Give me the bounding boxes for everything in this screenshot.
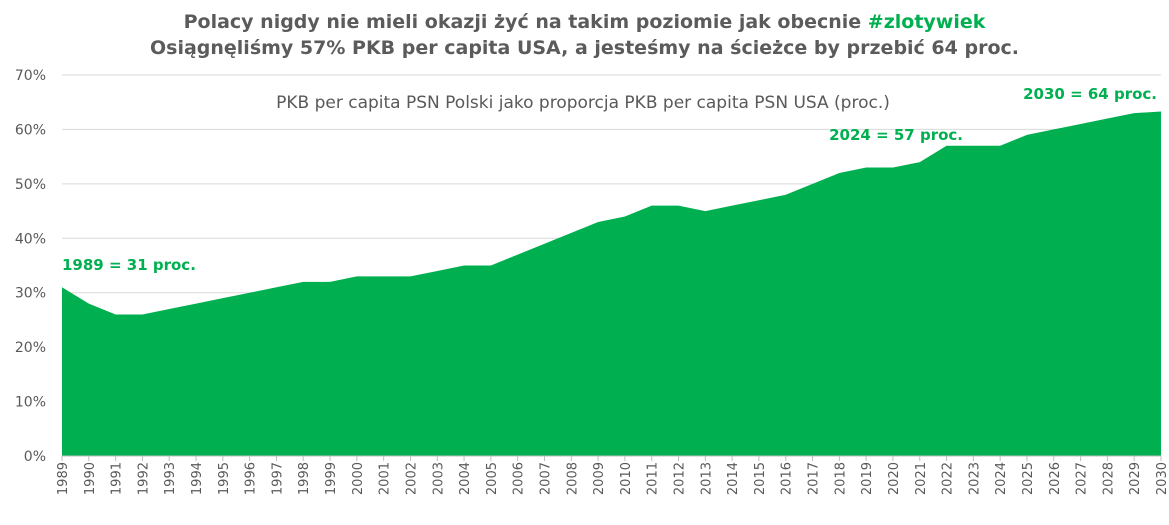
x-tick-label: 1995: [217, 462, 232, 495]
x-tick-label: 1991: [110, 462, 125, 495]
data-annotation: 1989 = 31 proc.: [62, 256, 196, 274]
x-tick-label: 2025: [1021, 462, 1036, 495]
x-tick-label: 2014: [726, 462, 741, 495]
x-tick-label: 2016: [780, 462, 795, 495]
chart-title: PKB per capita PSN Polski jako proporcja…: [276, 93, 890, 113]
y-tick-label: 0%: [24, 449, 46, 465]
x-tick-label: 2022: [941, 462, 956, 495]
x-tick-label: 1993: [163, 462, 178, 495]
x-tick-label: 2029: [1128, 462, 1143, 495]
x-tick-label: 1989: [56, 462, 71, 495]
data-annotation: 2024 = 57 proc.: [829, 126, 963, 144]
x-tick-label: 2021: [914, 462, 929, 495]
y-tick-label: 20%: [15, 340, 46, 356]
x-tick-label: 1994: [190, 462, 205, 495]
x-tick-label: 2003: [431, 462, 446, 495]
x-tick-label: 2023: [967, 462, 982, 495]
x-tick-label: 2028: [1101, 462, 1116, 495]
x-tick-label: 2030: [1155, 462, 1169, 495]
x-tick-label: 1999: [324, 462, 339, 495]
x-tick-label: 2027: [1075, 462, 1090, 495]
x-tick-label: 2017: [807, 462, 822, 495]
x-tick-label: 2009: [592, 462, 607, 495]
x-tick-label: 1992: [136, 462, 151, 495]
headline-text: Polacy nigdy nie mieli okazji żyć na tak…: [183, 11, 862, 33]
x-tick-label: 1997: [270, 462, 285, 495]
y-tick-label: 30%: [15, 286, 46, 302]
x-tick-label: 2007: [538, 462, 553, 495]
chart-headline: Polacy nigdy nie mieli okazji żyć na tak…: [0, 10, 1169, 34]
x-tick-label: 2020: [887, 462, 902, 495]
chart-subheadline: Osiągnęliśmy 57% PKB per capita USA, a j…: [149, 37, 1019, 59]
x-tick-label: 2015: [753, 462, 768, 495]
x-tick-label: 2006: [512, 462, 527, 495]
x-tick-label: 2004: [458, 462, 473, 495]
x-tick-label: 2010: [619, 462, 634, 495]
x-tick-label: 1998: [297, 462, 312, 495]
x-tick-label: 2011: [646, 462, 661, 495]
x-tick-label: 2013: [699, 462, 714, 495]
y-tick-label: 10%: [15, 395, 46, 411]
x-tick-label: 2001: [378, 462, 393, 495]
x-tick-label: 1996: [244, 462, 259, 495]
y-tick-label: 60%: [15, 122, 46, 138]
x-tick-label: 1990: [83, 462, 98, 495]
x-tick-label: 2005: [485, 462, 500, 495]
y-tick-label: 50%: [15, 177, 46, 193]
x-tick-label: 2024: [994, 462, 1009, 495]
x-tick-label: 2018: [833, 462, 848, 495]
hashtag: #zlotywiek: [867, 11, 986, 33]
x-tick-label: 2008: [565, 462, 580, 495]
x-tick-label: 2000: [351, 462, 366, 495]
y-tick-label: 40%: [15, 231, 46, 247]
x-tick-label: 2019: [860, 462, 875, 495]
x-tick-label: 2012: [673, 462, 688, 495]
data-annotation: 2030 = 64 proc.: [1023, 85, 1157, 103]
y-tick-label: 70%: [15, 68, 46, 84]
x-tick-label: 2026: [1048, 462, 1063, 495]
x-tick-label: 2002: [404, 462, 419, 495]
area-series: [62, 111, 1161, 456]
